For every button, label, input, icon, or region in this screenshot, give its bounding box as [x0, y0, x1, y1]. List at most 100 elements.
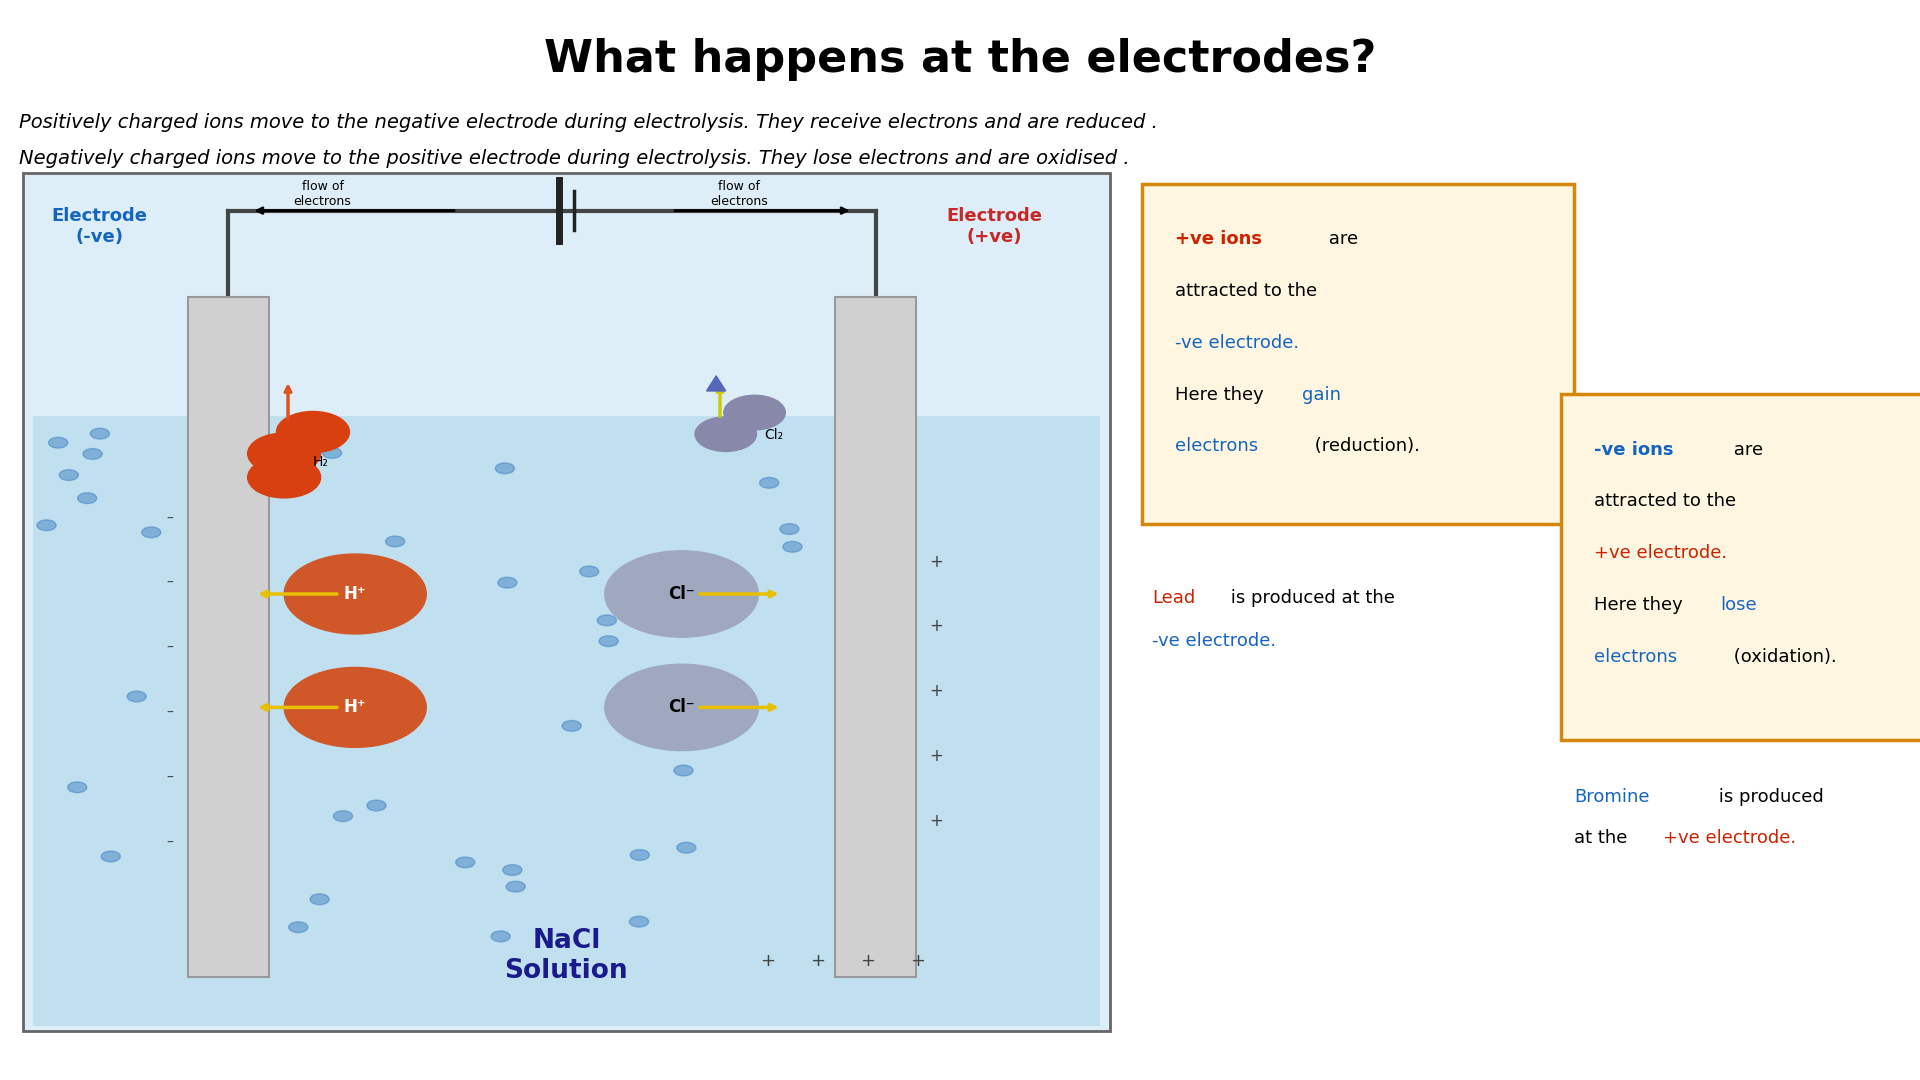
Text: –: – — [165, 512, 173, 525]
Text: –: – — [165, 577, 173, 590]
Text: +: + — [810, 953, 826, 970]
Circle shape — [701, 622, 720, 633]
Circle shape — [288, 922, 307, 933]
Circle shape — [599, 636, 618, 647]
Text: are: are — [1323, 230, 1357, 248]
Text: electrons: electrons — [1594, 648, 1676, 666]
Text: attracted to the: attracted to the — [1594, 492, 1736, 511]
Circle shape — [724, 395, 785, 430]
Circle shape — [580, 566, 599, 577]
Text: –: – — [165, 642, 173, 654]
Circle shape — [248, 457, 321, 498]
Circle shape — [507, 881, 526, 892]
Text: –: – — [165, 836, 173, 849]
Text: Cl₂: Cl₂ — [764, 429, 783, 442]
Circle shape — [783, 541, 803, 552]
Text: Cl⁻: Cl⁻ — [668, 585, 695, 603]
Text: electrons: electrons — [1175, 437, 1258, 456]
Text: -ve electrode.: -ve electrode. — [1152, 632, 1277, 650]
Circle shape — [36, 519, 56, 530]
Circle shape — [67, 782, 86, 793]
Circle shape — [605, 551, 758, 637]
Circle shape — [497, 578, 516, 589]
Text: Bromine: Bromine — [1574, 788, 1649, 807]
Text: (oxidation).: (oxidation). — [1728, 648, 1837, 666]
Circle shape — [48, 437, 67, 448]
Text: +: + — [929, 812, 943, 829]
Circle shape — [77, 492, 96, 503]
Circle shape — [597, 615, 616, 625]
Text: Electrode
(-ve): Electrode (-ve) — [52, 207, 148, 246]
Text: +: + — [760, 953, 776, 970]
Text: (reduction).: (reduction). — [1309, 437, 1421, 456]
Text: +ve ions: +ve ions — [1175, 230, 1261, 248]
Text: +: + — [910, 953, 925, 970]
FancyBboxPatch shape — [33, 416, 1100, 1026]
FancyBboxPatch shape — [188, 297, 269, 977]
Text: -ve ions: -ve ions — [1594, 441, 1672, 459]
Circle shape — [760, 477, 780, 488]
Circle shape — [455, 856, 474, 867]
Circle shape — [142, 527, 161, 538]
Circle shape — [495, 463, 515, 474]
Text: +: + — [929, 553, 943, 570]
Circle shape — [309, 894, 328, 905]
Text: H⁺: H⁺ — [344, 585, 367, 603]
Circle shape — [386, 536, 405, 546]
Circle shape — [367, 800, 386, 811]
FancyBboxPatch shape — [23, 173, 1110, 1031]
Text: What happens at the electrodes?: What happens at the electrodes? — [543, 38, 1377, 81]
Text: gain: gain — [1302, 386, 1340, 404]
Text: at the: at the — [1574, 829, 1634, 848]
Circle shape — [492, 931, 511, 942]
FancyBboxPatch shape — [1561, 394, 1920, 740]
Text: H₂: H₂ — [313, 456, 328, 469]
Text: +: + — [860, 953, 876, 970]
Circle shape — [276, 411, 349, 453]
Text: +: + — [929, 683, 943, 700]
Circle shape — [674, 765, 693, 775]
Text: are: are — [1728, 441, 1763, 459]
Circle shape — [83, 448, 102, 459]
Circle shape — [248, 433, 321, 474]
Text: is produced at the: is produced at the — [1225, 589, 1394, 607]
Polygon shape — [707, 376, 726, 391]
Circle shape — [563, 720, 582, 731]
Text: +ve electrode.: +ve electrode. — [1663, 829, 1795, 848]
FancyBboxPatch shape — [835, 297, 916, 977]
Circle shape — [284, 667, 426, 747]
Text: Here they: Here they — [1175, 386, 1269, 404]
Circle shape — [780, 524, 799, 535]
Text: Positively charged ions move to the negative electrode during electrolysis. They: Positively charged ions move to the nega… — [19, 113, 1158, 133]
Text: Negatively charged ions move to the positive electrode during electrolysis. They: Negatively charged ions move to the posi… — [19, 149, 1129, 168]
Text: –: – — [165, 771, 173, 784]
Circle shape — [605, 664, 758, 751]
Text: Lead: Lead — [1152, 589, 1196, 607]
Circle shape — [630, 850, 649, 861]
Text: +: + — [929, 618, 943, 635]
Circle shape — [60, 470, 79, 481]
Circle shape — [284, 554, 426, 634]
Circle shape — [323, 447, 342, 458]
Text: -ve electrode.: -ve electrode. — [1175, 334, 1300, 352]
Text: flow of
electrons: flow of electrons — [294, 180, 351, 208]
Circle shape — [127, 691, 146, 702]
Text: flow of
electrons: flow of electrons — [710, 180, 768, 208]
Circle shape — [676, 842, 695, 853]
Circle shape — [503, 865, 522, 876]
Text: –: – — [165, 706, 173, 719]
Text: Here they: Here they — [1594, 596, 1688, 615]
Text: +: + — [929, 747, 943, 765]
Circle shape — [720, 703, 739, 714]
Text: lose: lose — [1720, 596, 1757, 615]
Text: attracted to the: attracted to the — [1175, 282, 1317, 300]
Text: H⁺: H⁺ — [344, 699, 367, 716]
Circle shape — [334, 811, 353, 822]
Circle shape — [630, 916, 649, 927]
Circle shape — [102, 851, 121, 862]
Circle shape — [695, 417, 756, 451]
FancyBboxPatch shape — [1142, 184, 1574, 524]
Circle shape — [90, 428, 109, 438]
Text: Cl⁻: Cl⁻ — [668, 699, 695, 716]
Text: is produced: is produced — [1713, 788, 1824, 807]
